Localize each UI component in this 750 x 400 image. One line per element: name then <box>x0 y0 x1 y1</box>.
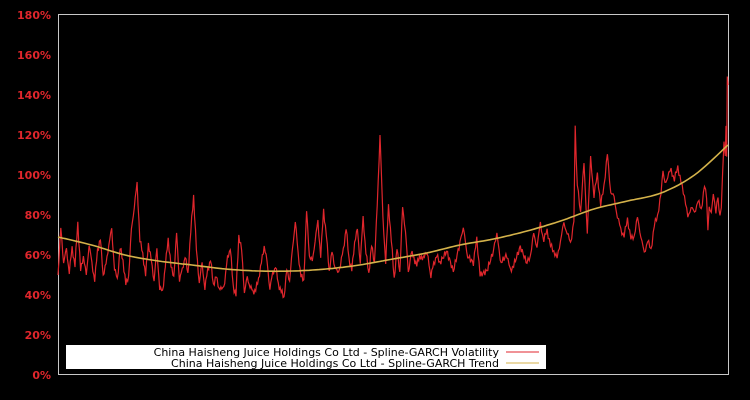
y-tick-label: 140% <box>17 89 51 102</box>
y-tick-label: 160% <box>17 49 51 62</box>
y-tick-label: 180% <box>17 9 51 22</box>
trend-line <box>57 144 729 273</box>
y-tick-label: 0% <box>32 369 51 382</box>
legend-box <box>66 345 546 369</box>
legend: China Haisheng Juice Holdings Co Ltd - S… <box>66 345 546 370</box>
y-tick-label: 20% <box>25 329 51 342</box>
y-tick-label: 80% <box>25 209 51 222</box>
y-tick-label: 60% <box>25 249 51 262</box>
y-axis-ticks: 0% 20% 40% 60% 80% 100% 120% 140% 160% 180% <box>17 9 51 382</box>
legend-label-trend: China Haisheng Juice Holdings Co Ltd - S… <box>171 357 499 370</box>
y-tick-label: 40% <box>25 289 51 302</box>
plot-frame <box>58 14 729 375</box>
y-tick-label: 100% <box>17 169 51 182</box>
legend-label-volatility: China Haisheng Juice Holdings Co Ltd - S… <box>154 346 500 359</box>
y-tick-label: 120% <box>17 129 51 142</box>
volatility-line <box>57 76 729 299</box>
